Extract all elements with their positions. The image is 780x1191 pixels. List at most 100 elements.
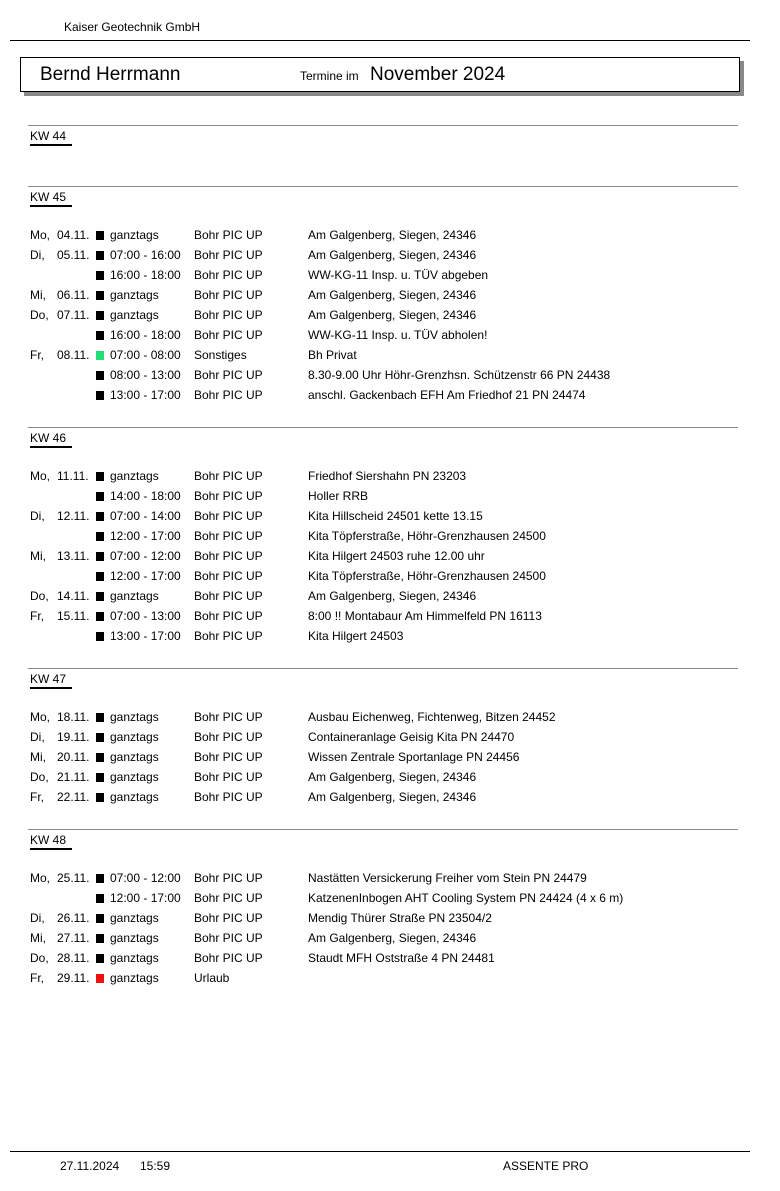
category-color-icon xyxy=(96,934,104,943)
day-label: Do, xyxy=(30,589,49,603)
date-label: 12.11. xyxy=(57,509,90,523)
date-label: 11.11. xyxy=(57,469,89,483)
appointment-row[interactable]: 16:00 - 18:00 Bohr PIC UP WW-KG-11 Insp. u… xyxy=(28,325,738,345)
category-color-icon xyxy=(96,954,104,963)
time-label: 12:00 - 17:00 xyxy=(110,891,181,905)
week-section: KW 45 Mo, 04.11. ganztags Bohr PIC UP Am Galg… xyxy=(28,186,738,427)
appointment-row[interactable]: Mi, 06.11. ganztags Bohr PIC UP Am Galgenber… xyxy=(28,285,738,305)
description-label: Bh Privat xyxy=(308,348,357,362)
category-color-icon xyxy=(96,793,104,802)
appointment-row[interactable]: Fr, 29.11. ganztags Urlaub xyxy=(28,968,738,988)
category-label: Bohr PIC UP xyxy=(194,951,263,965)
day-label: Mo, xyxy=(30,228,51,242)
category-label: Bohr PIC UP xyxy=(194,790,263,804)
time-label: 07:00 - 12:00 xyxy=(110,871,181,885)
appointment-row[interactable]: Mo, 11.11. ganztags Bohr PIC UP Friedhof Sie… xyxy=(28,466,738,486)
category-color-icon xyxy=(96,773,104,782)
description-label: Am Galgenberg, Siegen, 24346 xyxy=(308,228,477,242)
time-label: ganztags xyxy=(110,971,159,985)
description-label: WW-KG-11 Insp. u. TÜV abholen! xyxy=(308,328,488,342)
description-label: KatzenenInbogen AHT Cooling System PN 24… xyxy=(308,891,624,905)
description-label: Am Galgenberg, Siegen, 24346 xyxy=(308,589,477,603)
time-label: 14:00 - 18:00 xyxy=(110,489,181,503)
week-section: KW 48 Mo, 25.11. 07:00 - 12:00 Bohr PIC UP Na… xyxy=(28,829,738,1010)
app-name: ASSENTE PRO xyxy=(503,1159,589,1173)
description-label: Kita Töpferstraße, Höhr-Grenzhausen 2450… xyxy=(308,529,546,543)
description-label: Staudt MFH Oststraße 4 PN 24481 xyxy=(308,951,495,965)
appointment-row[interactable]: 12:00 - 17:00 Bohr PIC UP Kita Töpferstraß… xyxy=(28,566,738,586)
appointment-row[interactable]: Di, 12.11. 07:00 - 14:00 Bohr PIC UP Kita Hi… xyxy=(28,506,738,526)
category-color-icon xyxy=(96,512,104,521)
description-label: Containeranlage Geisig Kita PN 24470 xyxy=(308,730,515,744)
date-label: 21.11. xyxy=(57,770,90,784)
time-label: ganztags xyxy=(110,228,159,242)
description-label: Kita Hilgert 24503 xyxy=(308,629,404,643)
appointment-row[interactable]: 13:00 - 17:00 Bohr PIC UP Kita Hilgert 245… xyxy=(28,626,738,646)
week-section: KW 46 Mo, 11.11. ganztags Bohr PIC UP Friedho… xyxy=(28,427,738,668)
day-label: Fr, xyxy=(30,790,44,804)
date-label: 04.11. xyxy=(57,228,90,242)
date-label: 06.11. xyxy=(57,288,90,302)
time-label: ganztags xyxy=(110,308,159,322)
date-label: 28.11. xyxy=(57,951,90,965)
week-section: KW 44 xyxy=(28,125,738,186)
category-label: Sonstiges xyxy=(194,348,247,362)
time-label: ganztags xyxy=(110,911,159,925)
appointment-row[interactable]: Mo, 25.11. 07:00 - 12:00 Bohr PIC UP Nastätt… xyxy=(28,868,738,888)
appointment-row[interactable]: Di, 05.11. 07:00 - 16:00 Bohr PIC UP Am Galg… xyxy=(28,245,738,265)
appointment-row[interactable]: Do, 21.11. ganztags Bohr PIC UP Am Galgenber… xyxy=(28,767,738,787)
appointment-row[interactable]: 14:00 - 18:00 Bohr PIC UP Holler RRB xyxy=(28,486,738,506)
day-label: Di, xyxy=(30,730,45,744)
appointment-row[interactable]: Di, 19.11. ganztags Bohr PIC UP Containeranl… xyxy=(28,727,738,747)
category-color-icon xyxy=(96,492,104,501)
category-label: Bohr PIC UP xyxy=(194,609,263,623)
description-label: Am Galgenberg, Siegen, 24346 xyxy=(308,308,477,322)
day-label: Di, xyxy=(30,248,45,262)
category-color-icon xyxy=(96,612,104,621)
footer-divider xyxy=(10,1151,750,1152)
time-label: ganztags xyxy=(110,931,159,945)
appointment-row[interactable]: Do, 14.11. ganztags Bohr PIC UP Am Galgenber… xyxy=(28,586,738,606)
appointment-row[interactable]: Fr, 22.11. ganztags Bohr PIC UP Am Galgenber… xyxy=(28,787,738,807)
company-name: Kaiser Geotechnik GmbH xyxy=(64,20,201,34)
appointment-row[interactable]: Mi, 20.11. ganztags Bohr PIC UP Wissen Zentr… xyxy=(28,747,738,767)
category-color-icon xyxy=(96,592,104,601)
appointment-row[interactable]: Di, 26.11. ganztags Bohr PIC UP Mendig Thüre… xyxy=(28,908,738,928)
day-label: Mi, xyxy=(30,549,46,563)
appointment-row[interactable]: Mi, 13.11. 07:00 - 12:00 Bohr PIC UP Kita Hi… xyxy=(28,546,738,566)
appointment-row[interactable]: 12:00 - 17:00 Bohr PIC UP KatzenenInbogen … xyxy=(28,888,738,908)
appointment-row[interactable]: Mo, 18.11. ganztags Bohr PIC UP Ausbau Eiche… xyxy=(28,707,738,727)
category-label: Bohr PIC UP xyxy=(194,891,263,905)
category-label: Bohr PIC UP xyxy=(194,629,263,643)
appointment-row[interactable]: Mi, 27.11. ganztags Bohr PIC UP Am Galgenber… xyxy=(28,928,738,948)
appointment-row[interactable]: 08:00 - 13:00 Bohr PIC UP 8.30-9.00 Uhr Hö… xyxy=(28,365,738,385)
day-label: Di, xyxy=(30,509,45,523)
time-label: 07:00 - 12:00 xyxy=(110,549,181,563)
date-label: 15.11. xyxy=(57,609,90,623)
description-label: Kita Töpferstraße, Höhr-Grenzhausen 2450… xyxy=(308,569,546,583)
category-label: Bohr PIC UP xyxy=(194,569,263,583)
time-label: ganztags xyxy=(110,288,159,302)
category-label: Bohr PIC UP xyxy=(194,308,263,322)
date-label: 13.11. xyxy=(57,549,90,563)
appointment-row[interactable]: Fr, 08.11. 07:00 - 08:00 Sonstiges Bh Privat xyxy=(28,345,738,365)
category-label: Bohr PIC UP xyxy=(194,489,263,503)
date-label: 08.11. xyxy=(57,348,90,362)
appointment-row[interactable]: Do, 28.11. ganztags Bohr PIC UP Staudt MFH O… xyxy=(28,948,738,968)
description-label: Kita Hilgert 24503 ruhe 12.00 uhr xyxy=(308,549,485,563)
description-label: Nastätten Versickerung Freiher vom Stein… xyxy=(308,871,587,885)
appointment-row[interactable]: Mo, 04.11. ganztags Bohr PIC UP Am Galgenber… xyxy=(28,225,738,245)
appointment-row[interactable]: Fr, 15.11. 07:00 - 13:00 Bohr PIC UP 8:00 !!… xyxy=(28,606,738,626)
week-label: KW 46 xyxy=(30,430,72,448)
description-label: Am Galgenberg, Siegen, 24346 xyxy=(308,288,477,302)
title-box: Bernd Herrmann Termine im November 2024 xyxy=(20,57,740,92)
day-label: Do, xyxy=(30,951,49,965)
description-label: Am Galgenberg, Siegen, 24346 xyxy=(308,790,477,804)
category-label: Bohr PIC UP xyxy=(194,509,263,523)
date-label: 26.11. xyxy=(57,911,90,925)
appointment-row[interactable]: 12:00 - 17:00 Bohr PIC UP Kita Töpferstraß… xyxy=(28,526,738,546)
appointment-row[interactable]: Do, 07.11. ganztags Bohr PIC UP Am Galgenber… xyxy=(28,305,738,325)
appointment-row[interactable]: 16:00 - 18:00 Bohr PIC UP WW-KG-11 Insp. u… xyxy=(28,265,738,285)
date-label: 20.11. xyxy=(57,750,90,764)
appointment-row[interactable]: 13:00 - 17:00 Bohr PIC UP anschl. Gackenba… xyxy=(28,385,738,405)
